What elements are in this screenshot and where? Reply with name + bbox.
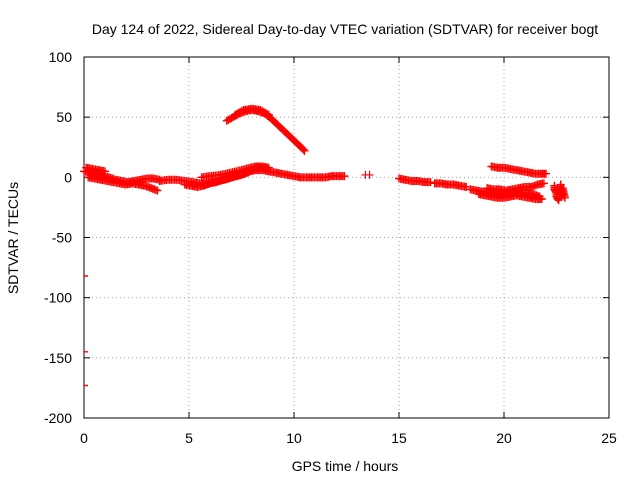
- x-tick-label: 0: [80, 430, 88, 446]
- data-point: [299, 145, 308, 154]
- x-tick-label: 15: [391, 430, 407, 446]
- series-track-a-low: [84, 173, 162, 195]
- grid-lines: [84, 57, 609, 418]
- data-point: [83, 350, 88, 353]
- data-point: [264, 163, 273, 172]
- series-track-f: [487, 162, 550, 178]
- y-tick-label: -50: [52, 230, 72, 246]
- series-track-b-high: [197, 162, 273, 182]
- y-tick-label: -150: [44, 350, 72, 366]
- series-outliers: [83, 275, 88, 387]
- y-tick-label: -100: [44, 290, 72, 306]
- y-tick-label: -200: [44, 410, 72, 426]
- data-point: [539, 179, 548, 188]
- data-point: [426, 178, 435, 187]
- series-track-d: [430, 179, 471, 191]
- data-point: [83, 275, 88, 278]
- data-point: [462, 182, 471, 191]
- series-track-g: [550, 180, 569, 205]
- x-tick-label: 5: [185, 430, 193, 446]
- data-point: [560, 193, 569, 202]
- series-track-a-high: [82, 163, 109, 176]
- plot-frame: [83, 56, 610, 419]
- data-point: [300, 146, 309, 155]
- y-tick-label: 50: [56, 109, 72, 125]
- series-hump-inner: [231, 104, 273, 119]
- series-track-e-high: [483, 179, 548, 195]
- y-tick-label: 0: [64, 169, 72, 185]
- axis-ticks: 0 5 10 15 20 25 -200 -150 -100 -50 0 50 100: [44, 49, 617, 446]
- data-point: [340, 172, 349, 181]
- x-tick-label: 10: [286, 430, 302, 446]
- data-point: [153, 186, 162, 195]
- series-track-e-low: [474, 190, 546, 203]
- data-point: [101, 167, 109, 176]
- data-point: [365, 170, 374, 179]
- series-isolated: [361, 170, 374, 179]
- x-tick-label: 20: [496, 430, 512, 446]
- x-axis-label: GPS time / hours: [292, 458, 399, 474]
- data-point: [264, 110, 273, 119]
- series-track-c: [395, 174, 435, 187]
- data-point: [537, 194, 546, 203]
- data-point: [542, 169, 550, 178]
- data-point: [83, 384, 88, 387]
- y-axis-label: SDTVAR / TECUs: [5, 182, 21, 294]
- data-points: [80, 104, 569, 387]
- x-tick-label: 25: [601, 430, 617, 446]
- data-point: [263, 109, 272, 118]
- y-tick-label: 100: [49, 49, 73, 65]
- chart-title: Day 124 of 2022, Sidereal Day-to-day VTE…: [92, 21, 598, 37]
